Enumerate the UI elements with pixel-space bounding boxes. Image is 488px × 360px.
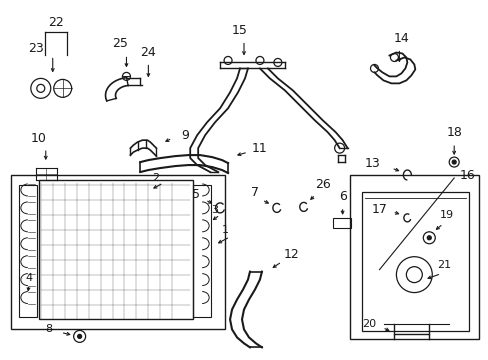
Text: 3: 3 bbox=[211, 205, 218, 215]
Text: 1: 1 bbox=[221, 225, 228, 235]
Bar bbox=[39, 180, 193, 319]
Bar bbox=[193, 185, 211, 318]
Text: 5: 5 bbox=[192, 188, 200, 202]
Text: 8: 8 bbox=[45, 324, 52, 334]
Bar bbox=[349, 175, 478, 339]
Text: 12: 12 bbox=[284, 248, 299, 261]
Text: 6: 6 bbox=[338, 190, 346, 203]
Text: 15: 15 bbox=[232, 24, 247, 37]
Text: 22: 22 bbox=[48, 16, 63, 29]
Circle shape bbox=[427, 236, 430, 240]
Bar bbox=[19, 185, 37, 318]
Bar bbox=[11, 175, 224, 329]
Text: 2: 2 bbox=[151, 173, 159, 183]
Text: 17: 17 bbox=[371, 203, 386, 216]
Bar bbox=[361, 192, 468, 332]
Text: 7: 7 bbox=[250, 186, 259, 199]
Text: 18: 18 bbox=[446, 126, 461, 139]
Text: 4: 4 bbox=[25, 273, 32, 283]
Text: 14: 14 bbox=[393, 32, 408, 45]
Text: 10: 10 bbox=[31, 132, 47, 145]
Text: 23: 23 bbox=[28, 42, 43, 55]
Circle shape bbox=[451, 160, 455, 164]
Circle shape bbox=[78, 334, 81, 338]
Text: 19: 19 bbox=[439, 210, 453, 220]
Text: 21: 21 bbox=[436, 260, 450, 270]
Text: 20: 20 bbox=[362, 319, 376, 329]
Bar bbox=[332, 218, 350, 228]
Text: 13: 13 bbox=[364, 157, 380, 170]
Text: 11: 11 bbox=[251, 141, 267, 155]
Text: 16: 16 bbox=[458, 168, 474, 181]
Text: 25: 25 bbox=[112, 37, 128, 50]
Text: 9: 9 bbox=[181, 129, 189, 142]
Text: 26: 26 bbox=[314, 179, 330, 192]
Text: 24: 24 bbox=[140, 46, 156, 59]
